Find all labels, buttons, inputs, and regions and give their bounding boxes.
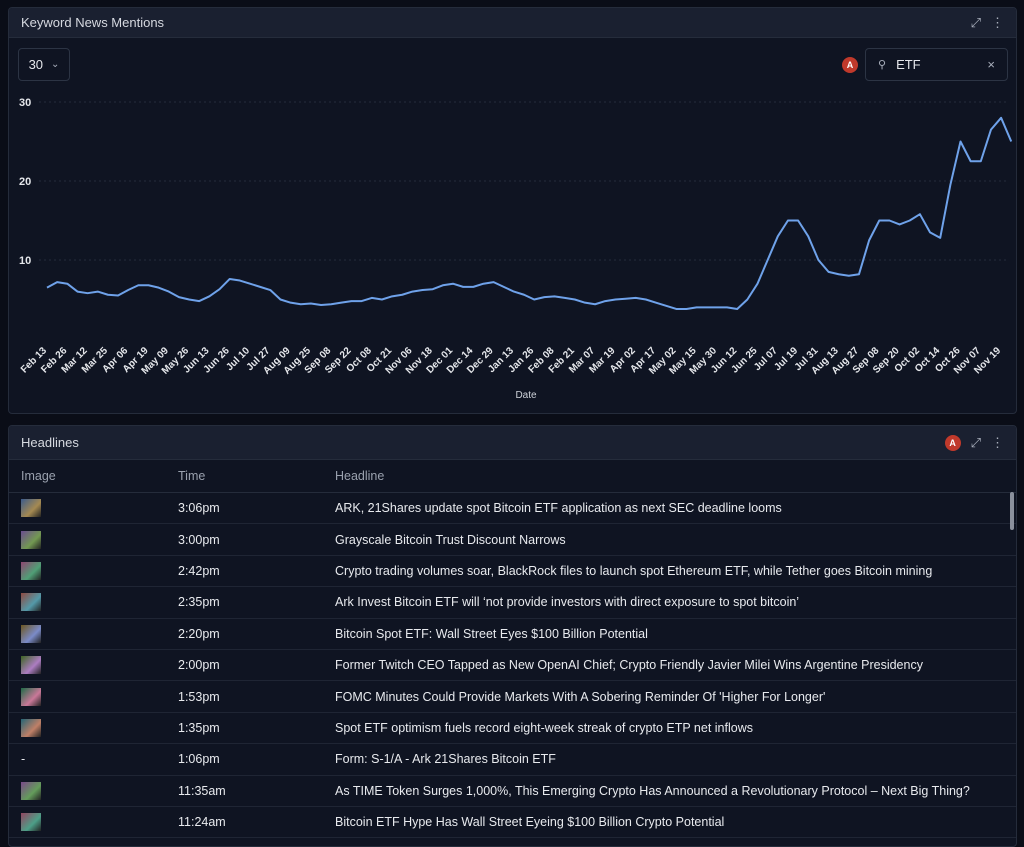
thumbnail-cell	[9, 586, 178, 619]
badge: A	[842, 57, 858, 73]
y-tick-label: 30	[19, 97, 31, 109]
y-tick-label: 10	[19, 255, 31, 267]
headline-row[interactable]: 2:00pm Former Twitch CEO Tapped as New Op…	[9, 649, 1016, 682]
window-select[interactable]: 30 ⌄	[18, 48, 70, 81]
column-header[interactable]: Image	[9, 460, 178, 493]
panel-title: Headlines	[21, 435, 79, 450]
menu-icon[interactable]: ⋮	[991, 434, 1004, 450]
thumbnail	[21, 624, 41, 643]
scrollbar[interactable]	[1010, 492, 1014, 530]
header-row: Image Time Headline	[9, 460, 1016, 493]
headline-row[interactable]: 1:53pm FOMC Minutes Could Provide Markets…	[9, 680, 1016, 713]
y-tick-label: 20	[19, 176, 31, 188]
headline-cell: Form: S-1/A - Ark 21Shares Bitcoin ETF	[335, 743, 1016, 776]
thumbnail	[21, 530, 41, 549]
thumbnail	[21, 499, 41, 518]
time-cell: 11:35am	[178, 775, 335, 807]
headline-row[interactable]: 1:35pm Spot ETF optimism fuels record eig…	[9, 712, 1016, 745]
headline-cell: Spot ETF optimism fuels record eight-wee…	[335, 712, 1016, 745]
headline-row[interactable]: 11:24am Bitcoin ETF Hype Has Wall Street …	[9, 806, 1016, 839]
thumbnail	[21, 656, 41, 675]
thumbnail-cell	[9, 712, 178, 745]
time-cell: 1:53pm	[178, 680, 335, 713]
expand-icon[interactable]: ⤢	[970, 14, 981, 30]
time-cell: 2:42pm	[178, 555, 335, 588]
thumbnail-cell	[9, 649, 178, 682]
time-cell: 3:00pm	[178, 523, 335, 556]
x-axis-label: Date	[515, 390, 537, 401]
thumbnail	[21, 561, 41, 580]
thumbnail-cell	[9, 523, 178, 556]
time-cell: 3:06pm	[178, 492, 335, 525]
thumbnail-cell	[9, 555, 178, 588]
panel-header: Keyword News Mentions ⤢ ⋮	[9, 8, 1016, 38]
headline-cell: Former Twitch CEO Tapped as New OpenAI C…	[335, 649, 1016, 682]
headline-cell: ARK, 21Shares update spot Bitcoin ETF ap…	[335, 492, 1016, 525]
thumbnail	[21, 687, 41, 706]
headline-row[interactable]: 2:42pm Crypto trading volumes soar, Black…	[9, 555, 1016, 588]
headlines-table: Image Time Headline 3:06pm ARK, 21Shares up…	[9, 460, 1016, 839]
time-cell: 2:20pm	[178, 618, 335, 650]
thumbnail	[21, 593, 41, 612]
table-panel: Headlines A ⤢ ⋮ Image Time Headline 3:06pm A…	[8, 425, 1017, 847]
headline-cell: Grayscale Bitcoin Trust Discount Narrows	[335, 523, 1016, 556]
expand-icon[interactable]: ⤢	[970, 434, 981, 450]
time-cell: 1:06pm	[178, 743, 335, 776]
column-header[interactable]: Headline	[335, 460, 1016, 493]
thumbnail	[21, 781, 41, 800]
headline-cell: Bitcoin ETF Hype Has Wall Street Eyeing …	[335, 806, 1016, 839]
search-box[interactable]: ⚲ ETF ×	[865, 48, 1008, 81]
headline-cell: Crypto trading volumes soar, BlackRock f…	[335, 555, 1016, 588]
thumbnail-cell	[9, 492, 178, 525]
column-header[interactable]: Time	[178, 460, 335, 493]
headline-row[interactable]: 11:35am As TIME Token Surges 1,000%, This…	[9, 775, 1016, 807]
panel-title: Keyword News Mentions	[21, 15, 165, 30]
line-series	[46, 116, 1013, 310]
time-cell: 2:00pm	[178, 649, 335, 682]
headline-row[interactable]: 3:06pm ARK, 21Shares update spot Bitcoin …	[9, 492, 1016, 525]
headline-cell: Ark Invest Bitcoin ETF will ‘not provide…	[335, 586, 1016, 619]
headline-row[interactable]: 3:00pm Grayscale Bitcoin Trust Discount N…	[9, 523, 1016, 556]
headline-cell: As TIME Token Surges 1,000%, This Emergi…	[335, 775, 1016, 807]
thumbnail-cell	[9, 618, 178, 650]
chart-panel: Keyword News Mentions ⤢ ⋮ 30 ⌄ A ⚲ ETF × 10 2…	[8, 7, 1017, 414]
time-cell: 1:35pm	[178, 712, 335, 745]
menu-icon[interactable]: ⋮	[991, 14, 1004, 30]
image-cell: -	[9, 743, 178, 776]
clear-icon[interactable]: ×	[987, 57, 995, 72]
thumbnail-cell	[9, 680, 178, 713]
badge: A	[944, 434, 961, 451]
thumbnail	[21, 813, 41, 832]
time-cell: 2:35pm	[178, 586, 335, 619]
time-cell: 11:24am	[178, 806, 335, 839]
thumbnail-cell	[9, 775, 178, 807]
thumbnail-cell	[9, 806, 178, 839]
thumbnail	[21, 718, 41, 737]
window-value: 30	[28, 57, 44, 72]
headline-cell: FOMC Minutes Could Provide Markets With …	[335, 680, 1016, 713]
headline-cell: Bitcoin Spot ETF: Wall Street Eyes $100 …	[335, 618, 1016, 650]
headline-row[interactable]: -1:06pm Form: S-1/A - Ark 21Shares Bitcoi…	[9, 743, 1016, 776]
headline-row[interactable]: 2:20pm Bitcoin Spot ETF: Wall Street Eyes…	[9, 618, 1016, 650]
panel-header: Headlines A ⤢ ⋮	[9, 426, 1016, 460]
search-text: ETF	[896, 57, 921, 72]
headline-row[interactable]: 2:35pm Ark Invest Bitcoin ETF will ‘not p…	[9, 586, 1016, 619]
